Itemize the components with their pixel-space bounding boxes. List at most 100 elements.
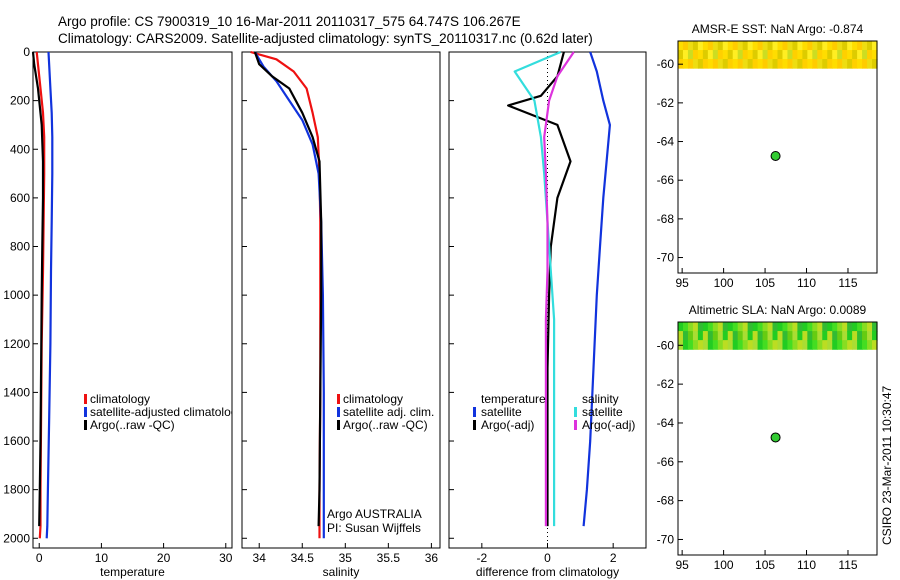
- y-tick-label: 2000: [3, 531, 30, 545]
- field-cell: [757, 340, 764, 350]
- field-cell: [837, 331, 843, 341]
- legend-entry: Argo(..raw -QC): [90, 418, 175, 432]
- field-cell: [717, 59, 724, 69]
- field-cell: [787, 41, 794, 51]
- field-cell: [857, 340, 863, 350]
- series-line-2: [31, 51, 45, 527]
- field-cell: [862, 59, 868, 69]
- field-cell: [722, 50, 729, 60]
- field-cell: [852, 340, 858, 350]
- field-cell: [857, 322, 863, 332]
- field-cell: [802, 331, 808, 341]
- field-cell: [857, 50, 863, 60]
- field-cell: [742, 50, 749, 60]
- legend-entry: satellite: [481, 405, 522, 419]
- x-tick-label: 35: [339, 551, 353, 565]
- field-cell: [722, 59, 729, 69]
- field-cell: [782, 50, 789, 60]
- field-cell: [682, 41, 689, 51]
- x-tick-label: 100: [714, 558, 734, 572]
- field-cell: [812, 340, 818, 350]
- field-cell: [717, 50, 724, 60]
- field-cell: [857, 59, 863, 69]
- field-cell: [717, 331, 724, 341]
- field-cell: [767, 50, 774, 60]
- field-cell: [722, 340, 729, 350]
- field-cell: [707, 322, 714, 332]
- field-cell: [827, 322, 833, 332]
- field-cell: [682, 59, 689, 69]
- field-cell: [687, 41, 694, 51]
- x-tick-label: 0: [36, 551, 43, 565]
- field-cell: [707, 41, 714, 51]
- field-cell: [842, 331, 848, 341]
- field-cell: [817, 50, 823, 60]
- field-cell: [862, 340, 868, 350]
- field-cell: [837, 322, 843, 332]
- field-cell: [727, 322, 734, 332]
- field-cell: [772, 331, 779, 341]
- field-cell: [737, 59, 744, 69]
- field-cell: [837, 340, 843, 350]
- field-cell: [717, 41, 724, 51]
- y-tick-label: -64: [657, 416, 675, 430]
- legend-entry: climatology: [343, 392, 403, 406]
- argo-location-marker: [770, 150, 781, 161]
- field-cell: [722, 322, 729, 332]
- field-cell: [847, 59, 853, 69]
- x-tick-label: 34.5: [291, 551, 315, 565]
- y-tick-label: -68: [657, 494, 675, 508]
- field-cell: [812, 41, 818, 51]
- field-cell: [812, 50, 818, 60]
- field-cell: [692, 59, 699, 69]
- field-cell: [742, 331, 749, 341]
- x-tick-label: 110: [797, 276, 816, 290]
- field-cell: [827, 41, 833, 51]
- field-cell: [792, 50, 798, 60]
- field-cell: [797, 322, 803, 332]
- field-cell: [787, 340, 794, 350]
- field-cell: [707, 340, 714, 350]
- field-cell: [747, 41, 754, 51]
- field-cell: [867, 41, 873, 51]
- field-cell: [852, 331, 858, 341]
- altimetric-sla-map-panel: Altimetric SLA: NaN Argo: 0.0089 95 100 105…: [657, 303, 878, 572]
- field-cell: [757, 322, 764, 332]
- field-cell: [727, 59, 734, 69]
- x-tick-label: 115: [838, 558, 857, 572]
- field-cell: [767, 331, 774, 341]
- field-cell: [717, 340, 724, 350]
- field-cell: [742, 340, 749, 350]
- field-cell: [687, 322, 694, 332]
- x-tick-label: 30: [219, 551, 233, 565]
- field-cell: [812, 322, 818, 332]
- field-cell: [737, 322, 744, 332]
- salinity-profile-panel: 34 34.5 35 35.5 36 salinity climatologysatelli…: [241, 50, 441, 579]
- y-tick-label: -70: [657, 532, 675, 546]
- x-tick-label: 34: [253, 551, 267, 565]
- field-cell: [767, 59, 774, 69]
- field-cell: [807, 322, 813, 332]
- field-cell: [847, 50, 853, 60]
- y-tick-label: 1200: [3, 337, 30, 351]
- field-cell: [682, 340, 689, 350]
- field-cell: [792, 41, 798, 51]
- field-cell: [822, 331, 828, 341]
- field-cell: [777, 340, 784, 350]
- field-cell: [832, 322, 838, 332]
- x-tick-label: 110: [797, 558, 816, 572]
- field-cell: [732, 59, 739, 69]
- field-cell: [867, 59, 873, 69]
- field-cell: [682, 322, 689, 332]
- field-cell: [732, 322, 739, 332]
- field-cell: [852, 41, 858, 51]
- field-cell: [827, 331, 833, 341]
- series-line-2: [513, 50, 562, 527]
- field-cell: [797, 59, 803, 69]
- x-axis-label: temperature: [100, 565, 165, 579]
- legend-entry: climatology: [90, 392, 150, 406]
- legend-entry: Argo(..raw -QC): [343, 418, 428, 432]
- field-cell: [782, 59, 789, 69]
- field-cell: [862, 322, 868, 332]
- field-cell: [757, 50, 764, 60]
